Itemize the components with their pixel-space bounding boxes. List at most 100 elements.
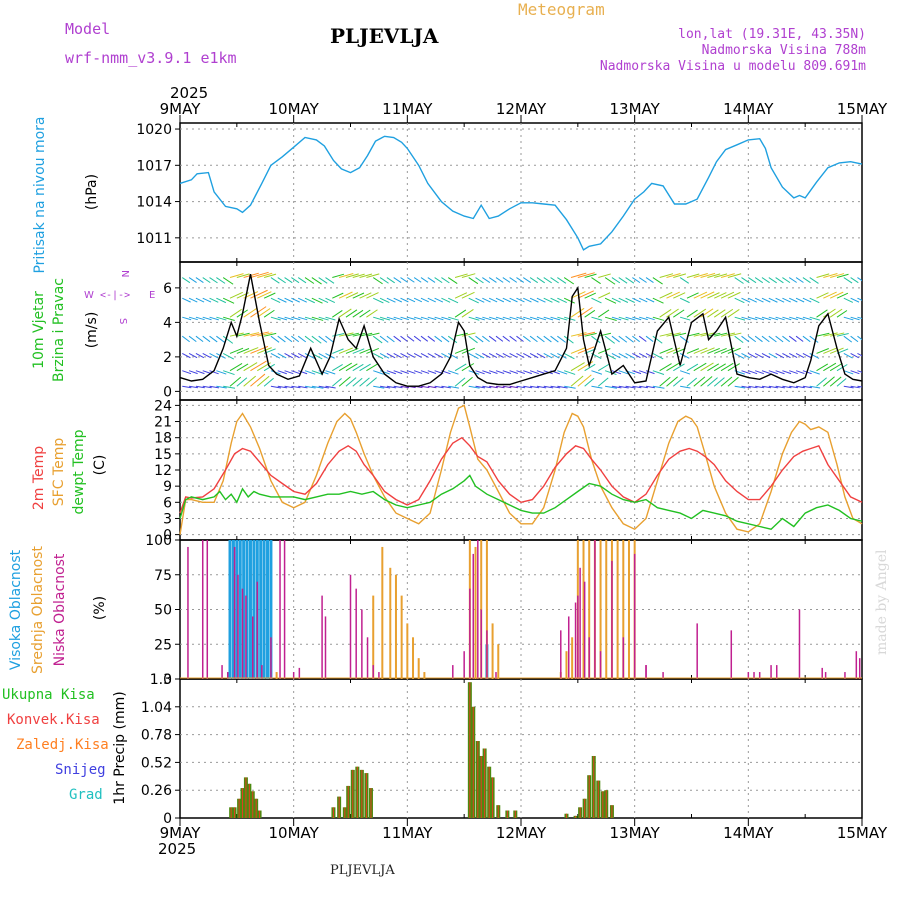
cloud-low-bar [495,672,497,679]
wind-barb [727,376,739,387]
wind-barb [639,316,648,321]
wind-barb [257,332,273,337]
wind-barb [850,297,860,303]
wind-barb [536,316,547,321]
cloud-high-bar [235,540,239,679]
wind-barb [270,316,281,321]
wind-barb [373,316,385,321]
wind-barb [836,292,849,299]
cloud-high-bar [245,540,249,679]
wind-barb [529,297,539,303]
wind-barb [673,273,687,279]
wind-barb [645,370,655,375]
wind-barb [318,316,329,321]
precip-snow-label: Snijeg [55,762,106,778]
cloud-mid-bar [400,595,403,679]
wind-barb [195,335,204,343]
x-tick-label-bottom: 14MAY [723,824,774,842]
model-name: wrf-nmm_v3.9.1 e1km [65,49,237,67]
wind-barb [284,335,293,343]
wind-barb [748,277,757,284]
wind-barb [509,297,518,303]
meteogram-title: Meteogram [518,0,605,19]
wind-barb [564,370,576,375]
wind-barb [693,332,709,337]
wind-barb [666,362,680,372]
y-tick-label-temp: 21 [154,415,172,431]
wind-barb [720,332,736,337]
cloud-low-bar [758,672,761,679]
wind-barb [427,385,437,389]
cloud-low-bar [279,540,281,679]
wind-barb [243,307,257,318]
wind-barb [345,292,359,299]
temp-unit: (C) [92,455,108,476]
wind-barb [795,335,804,342]
wind-barb [379,335,389,343]
precip-conv-bar [332,807,334,818]
wind-barb [604,370,617,376]
cloud-mid-bar [571,637,574,679]
wind-barb [311,370,324,375]
temp-2m-line [179,436,863,514]
wind-barb [366,292,379,299]
wind-barb [509,316,519,321]
wind-barb [386,277,395,284]
y-tick-label-wind: 4 [163,315,172,331]
cloud-mid-label: Srednja Oblacnost [30,546,46,674]
wind-barb [768,335,777,343]
wind-barb [632,277,641,284]
wind-barb [256,375,270,387]
wind-barb [386,316,397,321]
wind-barb [482,316,492,321]
wind-barb [734,277,744,284]
precip-conv-bar [259,810,261,818]
wind-barb [816,273,830,279]
wind-barb [795,370,805,375]
wind-barb [420,297,429,303]
wind-barb [373,297,384,304]
wind-barb [400,277,408,283]
wind-barb [584,332,597,337]
x-tick-label-top: 10MAY [269,100,320,118]
wind-barb [400,335,408,342]
wind-barb [482,297,491,303]
cloud-mid-bar [565,651,568,679]
cloud-low-bar [574,602,577,679]
wind-barb [755,385,765,389]
cloud-low-bar [567,616,570,679]
wind-barb [318,335,328,343]
wind-barb [632,297,641,303]
wind-barb [618,316,629,321]
cloud-low-bar [855,651,858,679]
wind-barb [543,297,553,303]
wind-barb [393,277,402,283]
cloud-low-bar [798,609,801,679]
wind-barb [748,297,757,303]
wind-barb [202,316,212,321]
wind-barb [768,385,779,389]
wind-barb [652,352,664,360]
wind-barb [427,335,436,342]
cloud-mid-bar [491,623,494,679]
wind-barb [563,335,574,344]
wind-barb [638,352,648,359]
wind-barb [284,277,293,284]
wind-barb [250,271,269,279]
wind-speed-line [179,273,863,387]
wind-barb [829,347,844,354]
wind-barb [338,291,353,299]
wind-barb [502,316,512,321]
sfc-temp-line [179,404,863,535]
y-tick-label-pressure: 1020 [136,122,172,138]
wind-barb [257,308,271,318]
y-tick-label-temp: 0 [163,528,172,544]
wind-barb [250,360,267,372]
precip-conv-label: Konvek.Kisa [7,712,100,728]
wind-barb [570,332,587,337]
wind-barb [516,385,526,389]
cloud-low-bar [233,546,236,679]
wind-barb [441,297,451,303]
wind-barb [563,297,575,304]
wind-barb [816,309,828,318]
